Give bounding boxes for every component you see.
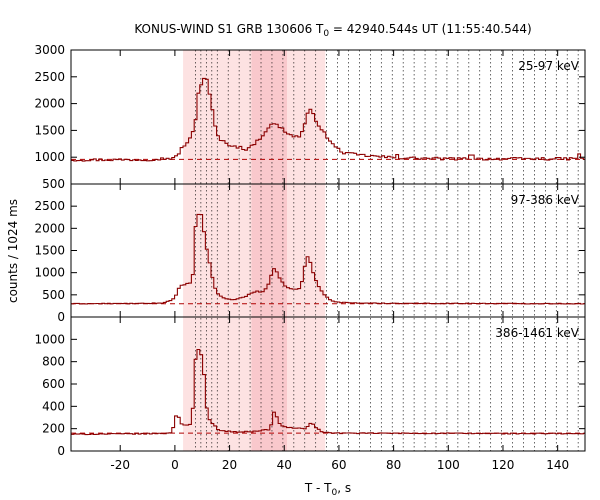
y-tick-label: 1000 (34, 332, 65, 346)
x-axis-title: T - T0, s (304, 481, 351, 498)
light-curve-series (71, 348, 585, 436)
x-tick-label: 120 (492, 458, 515, 472)
y-axis-title: counts / 1024 ms (6, 199, 20, 303)
x-tick-label: 100 (437, 458, 460, 472)
y-tick-label: 0 (57, 310, 65, 324)
y-tick-label: 3000 (34, 43, 65, 57)
panel-frame (70, 49, 586, 185)
y-tick-label: 1500 (34, 123, 65, 137)
dotted-interval-lines (195, 50, 579, 451)
energy-band-label: 97-386 keV (511, 193, 580, 207)
x-tick-label: 20 (222, 458, 237, 472)
panel-2: 0 200 400 600 800 1000 386-1461 keV (34, 316, 586, 458)
y-tick-label: 1000 (34, 150, 65, 164)
x-tick-label: 140 (546, 458, 569, 472)
panel-0: 500 1000 1500 2000 2500 3000 25-97 keV (34, 43, 586, 191)
energy-band-label: 386-1461 keV (495, 326, 579, 340)
x-axis: -20 0 20 40 60 80 100 120 140 (110, 458, 569, 472)
y-tick-label: 2500 (34, 70, 65, 84)
y-tick-label: 2000 (34, 221, 65, 235)
y-tick-label: 2000 (34, 97, 65, 111)
light-curve-series (71, 77, 585, 162)
y-tick-label: 200 (42, 422, 65, 436)
x-tick-label: -20 (110, 458, 130, 472)
y-tick-label: 2500 (34, 199, 65, 213)
y-tick-label: 800 (42, 355, 65, 369)
energy-band-label: 25-97 keV (518, 59, 580, 73)
x-tick-label: 40 (277, 458, 292, 472)
shaded-interval-1 (251, 50, 287, 451)
y-tick-label: 500 (42, 288, 65, 302)
x-tick-label: 60 (331, 458, 346, 472)
y-tick-label: 0 (57, 444, 65, 458)
x-tick-label: 80 (386, 458, 401, 472)
x-tick-label: 0 (171, 458, 179, 472)
y-tick-label: 500 (42, 177, 65, 191)
shaded-intervals (183, 50, 326, 451)
y-tick-label: 1000 (34, 266, 65, 280)
light-curve-series (71, 213, 585, 305)
y-tick-label: 600 (42, 377, 65, 391)
chart-title: KONUS-WIND S1 GRB 130606 T0 = 42940.544s… (134, 22, 531, 39)
y-tick-label: 1500 (34, 244, 65, 258)
y-tick-label: 400 (42, 399, 65, 413)
